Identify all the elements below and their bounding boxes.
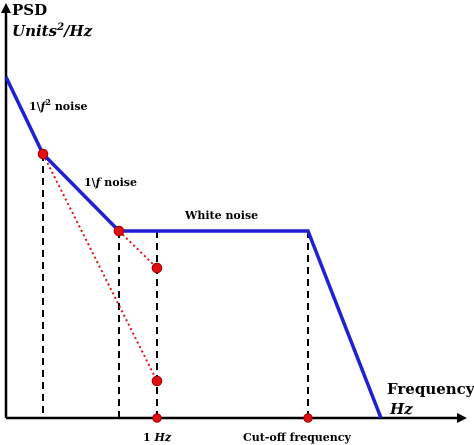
pink-noise-prefix: 1\: [29, 100, 42, 113]
one-hz-number: 1: [143, 431, 154, 444]
one-hz-unit: Hz: [153, 431, 171, 444]
x-axis-title: Frequency: [387, 380, 474, 398]
y-axis-units-exponent: 2: [56, 22, 64, 33]
one-hz-tick-label: 1 Hz: [143, 431, 172, 444]
psd-curve: [4, 76, 383, 419]
extrapolation-pink-line: [42, 153, 158, 382]
marker-cutoff-axis: [303, 413, 313, 423]
guide-lines: [42, 154, 309, 418]
pink-noise-suffix: noise: [51, 100, 88, 113]
flicker-noise-label: 1\f noise: [84, 176, 137, 189]
pink-noise-exponent: 2: [45, 97, 51, 107]
marker-corner-1: [37, 148, 49, 160]
markers: [37, 148, 313, 423]
pink-noise-label: 1\f2 noise: [29, 97, 88, 113]
cutoff-tick-label: Cut-off frequency: [243, 431, 352, 444]
marker-pink-at-one-hz: [151, 375, 163, 387]
marker-corner-2: [113, 225, 125, 237]
x-axis-units: Hz: [389, 400, 413, 418]
y-axis-units: Units2/Hz: [12, 22, 93, 40]
y-axis-units-base: Units: [12, 22, 58, 40]
extrapolation-flicker-line: [118, 230, 158, 269]
extrapolation-lines: [42, 153, 158, 382]
flicker-noise-prefix: 1\: [84, 176, 97, 189]
white-noise-label: White noise: [184, 209, 258, 222]
y-axis-title: PSD: [12, 1, 47, 19]
marker-flicker-at-one-hz: [151, 262, 163, 274]
flicker-noise-suffix: noise: [100, 176, 137, 189]
y-axis-units-per: /Hz: [62, 22, 93, 40]
marker-one-hz-axis: [152, 413, 162, 423]
pink-noise-f: f: [40, 100, 48, 113]
flicker-noise-f: f: [95, 176, 103, 189]
